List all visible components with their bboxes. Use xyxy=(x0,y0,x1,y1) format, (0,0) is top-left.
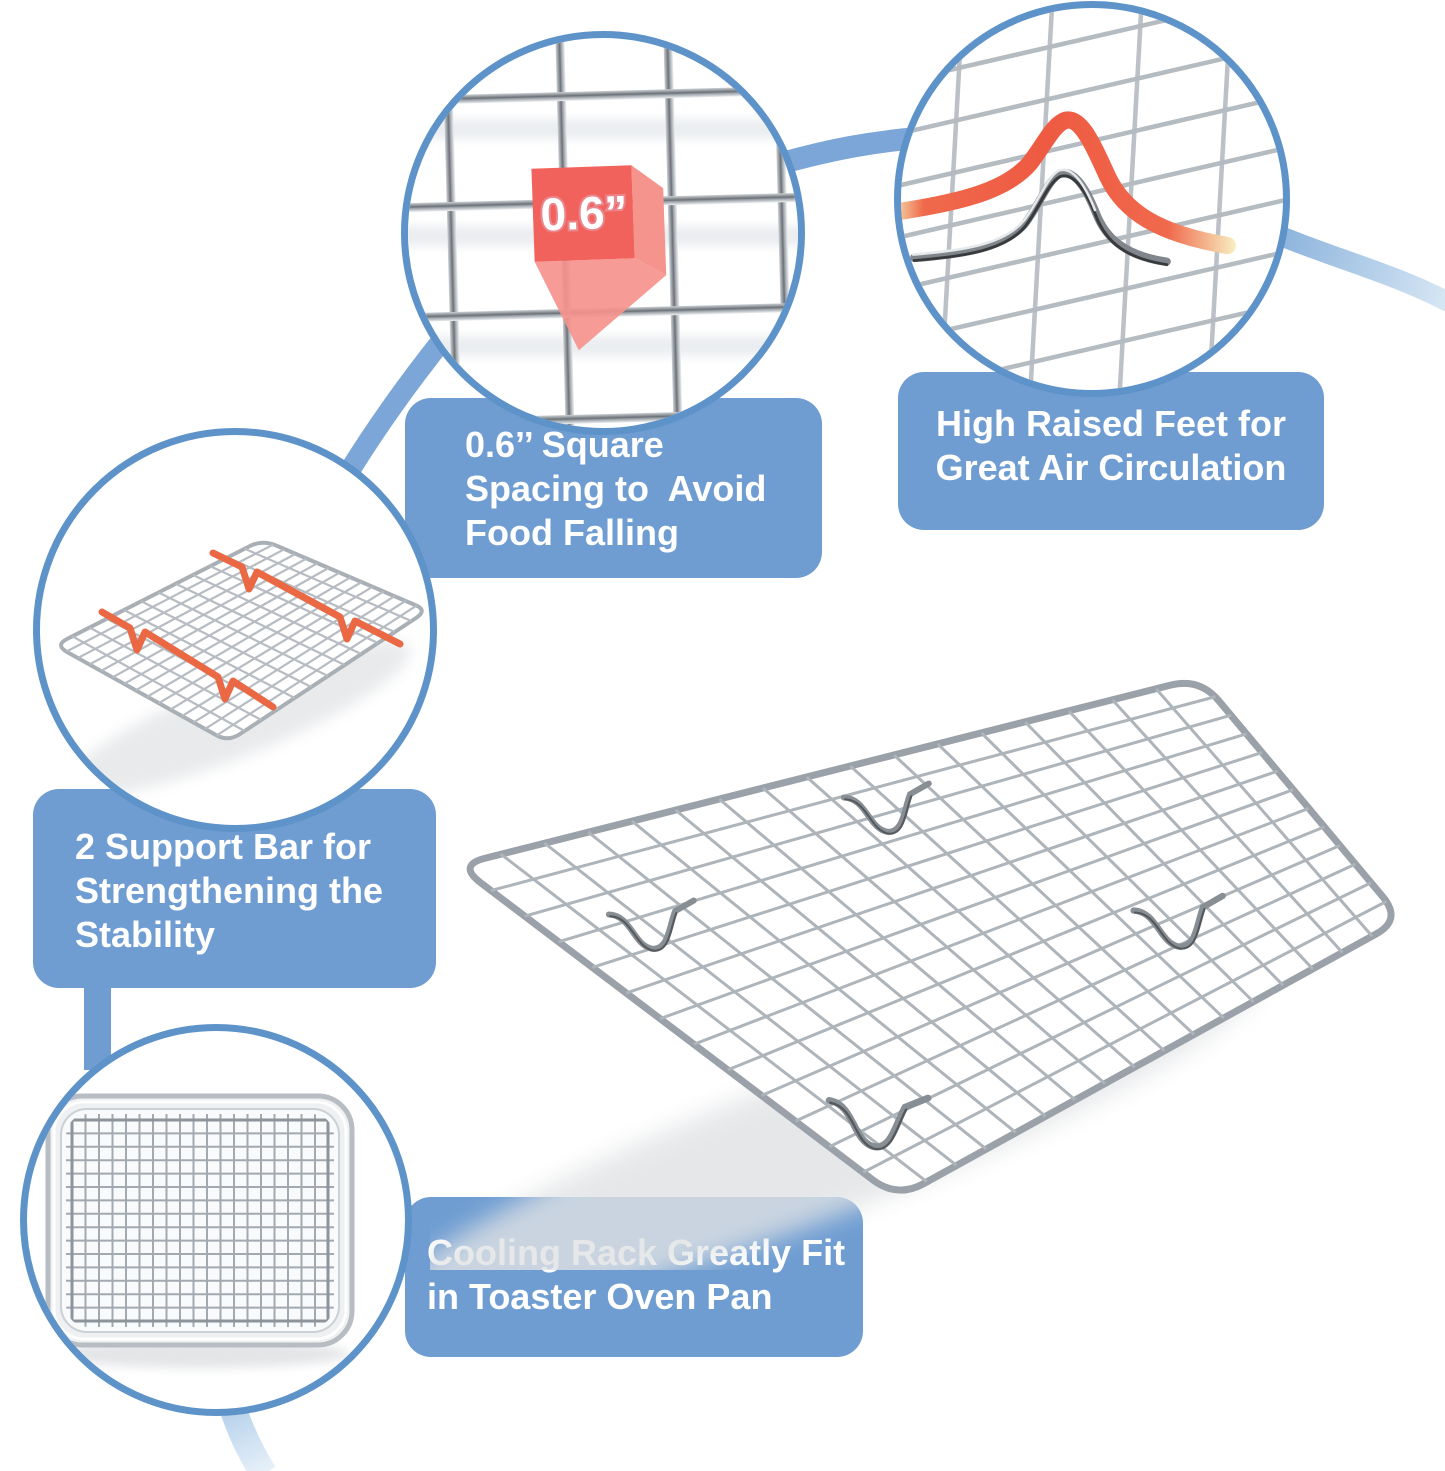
wire-line xyxy=(192,574,362,655)
pan-floor xyxy=(60,1108,340,1333)
wire-line xyxy=(794,862,1357,1123)
wire-line xyxy=(524,713,1232,918)
wire-line xyxy=(1155,688,1374,938)
wire-line xyxy=(88,626,262,721)
callout-text-line: 2 Support Bar for xyxy=(75,826,372,867)
red-cube: 0.6” xyxy=(531,165,667,351)
main-product-image xyxy=(430,679,1395,1270)
callout-text-line: Stability xyxy=(75,914,216,955)
callout-circle-cooling-rack xyxy=(20,1024,412,1416)
wire-line xyxy=(901,27,1283,162)
raised-foot-wire xyxy=(910,168,1171,267)
wire-line xyxy=(674,808,1047,1118)
pan-photo xyxy=(45,1093,355,1368)
wire-line xyxy=(77,548,285,659)
wire-line xyxy=(659,788,1294,1021)
wire-line xyxy=(558,732,1248,944)
raised-foot-closeup-photo xyxy=(901,8,1283,390)
wire-line xyxy=(693,806,1310,1046)
wire-line xyxy=(123,567,329,685)
wire-line xyxy=(158,591,329,677)
wire-line xyxy=(1111,698,1344,954)
callout-text-line: Strengthening the xyxy=(75,870,383,911)
wire-line xyxy=(71,635,246,732)
callout-box-raised-feet: High Raised Feet for Great Air Circulati… xyxy=(898,372,1324,530)
callout-circle-square-spacing: 0.6” xyxy=(401,31,805,435)
callout-text-line: High Raised Feet for xyxy=(935,403,1287,444)
wire-line xyxy=(140,600,312,688)
wire-line xyxy=(158,581,363,705)
callout-text-line: Great Air Circulation xyxy=(935,447,1287,488)
wire-line xyxy=(204,599,407,730)
rack-foot xyxy=(840,780,932,835)
wire-line xyxy=(761,786,1106,1085)
wire-line xyxy=(591,751,1263,969)
wire-line xyxy=(1067,709,1314,971)
wire-line xyxy=(931,8,969,390)
wire-line xyxy=(123,609,296,699)
wire-line xyxy=(718,797,1077,1102)
wire-line xyxy=(901,175,1283,310)
callout-text-line: in Toaster Oven Pan xyxy=(427,1276,773,1317)
arc-segment-right xyxy=(1257,218,1445,312)
support-bar-highlight xyxy=(98,608,277,711)
wire-line xyxy=(761,844,1341,1097)
wire-line xyxy=(175,582,346,666)
rack-foot xyxy=(1130,892,1226,950)
wire-line xyxy=(215,604,418,737)
callout-circle-support-bar xyxy=(33,428,437,832)
wire-line xyxy=(169,585,374,711)
pan-rack-grid xyxy=(66,1114,334,1327)
wire-line xyxy=(901,8,1283,113)
callout-box-square-spacing: 0.6’’ Square Spacing to Avoid Food Falli… xyxy=(405,398,822,578)
wire-line xyxy=(862,900,1388,1174)
callout-circle-raised-feet xyxy=(894,1,1290,397)
support-bar-highlight xyxy=(209,549,404,648)
wire-line xyxy=(901,77,1283,212)
foot-highlight-stroke xyxy=(901,111,1237,255)
wire-line xyxy=(805,775,1136,1069)
wire-line xyxy=(980,731,1255,1003)
cube-size-label: 0.6” xyxy=(540,185,629,240)
soft-streaks xyxy=(408,119,798,356)
wire-line xyxy=(936,742,1225,1020)
wire-line xyxy=(901,274,1283,390)
callout-text-line: Spacing to Avoid xyxy=(465,468,767,509)
wire-line xyxy=(1203,8,1241,390)
wire-line xyxy=(135,571,341,692)
angled-wire-grid xyxy=(901,8,1283,390)
wire-line xyxy=(146,576,352,698)
wire-line xyxy=(181,590,385,718)
connector-stem xyxy=(84,982,111,1070)
wire-line xyxy=(1112,8,1150,390)
pan-rim-highlight xyxy=(52,1100,348,1341)
support-bar-photo xyxy=(59,540,424,796)
callout-text-line: Food Falling xyxy=(465,512,679,553)
wire-line xyxy=(244,547,412,623)
rack-foot xyxy=(605,897,697,952)
wire-line xyxy=(727,825,1325,1072)
wire-line xyxy=(1022,8,1060,390)
wire-line xyxy=(901,224,1283,359)
wire-line xyxy=(587,830,988,1151)
wire-line xyxy=(543,841,958,1167)
grid-closeup-photo: 0.6” xyxy=(408,38,798,428)
wire-line xyxy=(1024,720,1285,987)
wire-line xyxy=(893,753,1196,1036)
wire-line xyxy=(625,769,1279,995)
rack-feet xyxy=(605,780,1226,1151)
support-bar-highlights xyxy=(98,549,404,711)
wire-line xyxy=(630,819,1017,1134)
rack-foot xyxy=(825,1094,932,1151)
wire-line xyxy=(490,695,1216,893)
